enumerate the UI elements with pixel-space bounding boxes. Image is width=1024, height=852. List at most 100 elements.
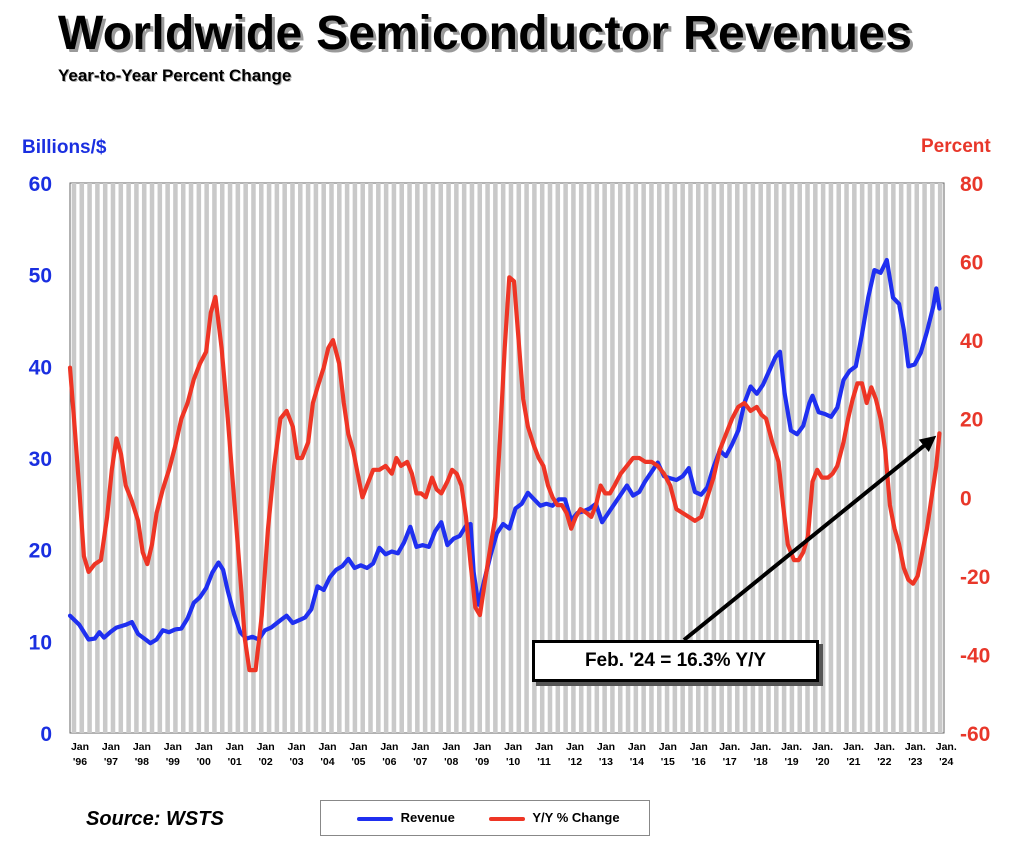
- x-tick-label: '06: [382, 756, 396, 768]
- x-tick-label: '13: [599, 756, 613, 768]
- grid-stripe: [157, 183, 163, 733]
- grid-stripe: [438, 183, 444, 733]
- grid-stripe: [532, 183, 537, 733]
- x-tick-label: Jan.: [750, 741, 771, 753]
- right-tick-label: -60: [960, 723, 990, 746]
- grid-stripe: [87, 183, 92, 733]
- left-tick-label: 40: [29, 356, 52, 379]
- grid-stripe: [875, 183, 881, 733]
- x-tick-label: Jan.: [781, 741, 802, 753]
- grid-stripe: [383, 183, 389, 733]
- x-tick-label: Jan.: [874, 741, 895, 753]
- grid-stripe: [337, 183, 342, 733]
- grid-stripe: [251, 183, 256, 733]
- source-note: Source: WSTS: [86, 808, 224, 830]
- grid-stripe: [188, 183, 194, 733]
- chart-title: Worldwide Semiconductor Revenues: [58, 7, 913, 60]
- grid-stripe: [95, 183, 100, 733]
- grid-stripe: [180, 183, 186, 733]
- grid-stripe: [524, 183, 529, 733]
- grid-stripe: [656, 183, 662, 733]
- grid-stripe: [235, 183, 241, 733]
- x-tick-label: '08: [444, 756, 458, 768]
- x-tick-label: '05: [351, 756, 365, 768]
- grid-stripe: [407, 183, 412, 733]
- x-tick-label: '00: [197, 756, 211, 768]
- left-tick-label: 60: [29, 173, 52, 196]
- grid-stripe: [750, 183, 756, 733]
- grid-stripe: [758, 183, 763, 733]
- grid-stripe: [360, 183, 365, 733]
- grid-stripe: [126, 183, 131, 733]
- grid-stripe: [149, 183, 155, 733]
- grid-stripe: [165, 183, 170, 733]
- x-tick-label: '15: [661, 756, 675, 768]
- revenue-chart: 0 10 20 30 40 50 60 -60 -40 -20 0 20 40 60 80 Jan '96 Jan…: [29, 173, 991, 768]
- x-tick-label: '12: [568, 756, 582, 768]
- x-tick-label: '01: [228, 756, 242, 768]
- grid-stripe: [173, 183, 178, 733]
- x-tick-label: Jan: [71, 741, 89, 753]
- legend-label-yoy: Y/Y % Change: [532, 810, 620, 825]
- grid-stripe: [212, 183, 217, 733]
- grid-stripe: [789, 183, 795, 733]
- chart-legend: Revenue Y/Y % Change: [320, 800, 650, 836]
- legend-item-yoy: Y/Y % Change: [489, 810, 620, 825]
- x-tick-label: Jan.: [843, 741, 864, 753]
- grid-stripe: [493, 183, 498, 733]
- grid-stripe: [539, 183, 545, 733]
- right-tick-label: 20: [960, 409, 983, 432]
- x-tick-label: Jan: [164, 741, 182, 753]
- yoy-change-line: [67, 275, 942, 673]
- right-axis-title: Percent: [921, 136, 991, 157]
- grid-stripe: [344, 183, 350, 733]
- x-tick-label: Jan: [690, 741, 708, 753]
- left-tick-label: 30: [29, 448, 52, 471]
- x-tick-label: Jan: [597, 741, 615, 753]
- right-tick-label: 60: [960, 252, 983, 275]
- grid-stripe: [134, 183, 139, 733]
- revenue-line: [67, 257, 942, 646]
- legend-item-revenue: Revenue: [357, 810, 455, 825]
- x-tick-label: '16: [692, 756, 706, 768]
- grid-stripe: [446, 183, 451, 733]
- grid-stripe: [79, 183, 85, 733]
- callout-box: Feb. '24 = 16.3% Y/Y: [532, 640, 819, 682]
- left-tick-label: 10: [29, 631, 52, 654]
- x-tick-label: Jan: [473, 741, 491, 753]
- grid-stripe: [797, 183, 802, 733]
- callout-arrow: [682, 440, 930, 642]
- grid-stripe: [766, 183, 771, 733]
- right-tick-label: -20: [960, 566, 990, 589]
- grid-stripe: [376, 183, 381, 733]
- x-tick-label: Jan.: [719, 741, 740, 753]
- grid-stripe: [937, 183, 943, 733]
- grid-stripe: [290, 183, 295, 733]
- grid-stripe: [500, 183, 506, 733]
- x-tick-label: '10: [506, 756, 520, 768]
- yoy-swatch: [489, 816, 525, 821]
- grid-stripe: [664, 183, 670, 733]
- grid-stripe: [672, 183, 678, 733]
- left-axis-title: Billions/$: [22, 137, 107, 158]
- grid-stripe: [735, 183, 740, 733]
- left-tick-label: 0: [40, 723, 52, 746]
- x-tick-label: Jan: [288, 741, 306, 753]
- x-tick-label: '03: [289, 756, 303, 768]
- grid-stripe: [914, 183, 920, 733]
- grid-stripe: [321, 183, 326, 733]
- x-tick-label: Jan: [504, 741, 522, 753]
- grid-stripe: [688, 183, 693, 733]
- grid-stripe: [430, 183, 436, 733]
- grid-stripe: [586, 183, 592, 733]
- grid-stripe: [930, 183, 935, 733]
- x-tick-label: '09: [475, 756, 489, 768]
- grid-stripe: [852, 183, 857, 733]
- grid-stripe: [516, 183, 522, 733]
- grid-stripe: [219, 183, 225, 733]
- grid-stripe: [594, 183, 600, 733]
- x-tick-label: '22: [877, 756, 891, 768]
- x-tick-label: Jan: [102, 741, 120, 753]
- x-tick-label: Jan: [133, 741, 151, 753]
- x-tick-label: '04: [320, 756, 334, 768]
